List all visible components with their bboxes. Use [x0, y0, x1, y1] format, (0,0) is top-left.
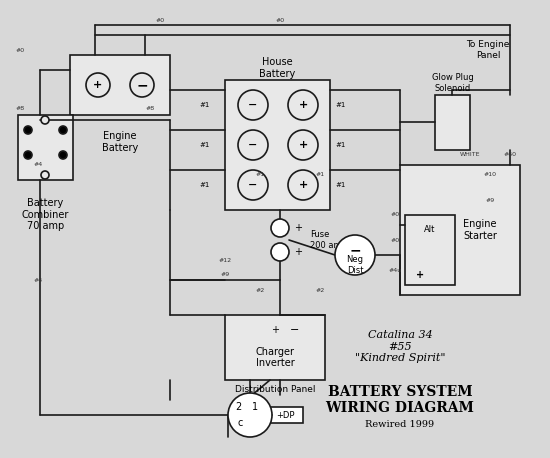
Text: #0: #0: [390, 213, 399, 218]
Text: #1: #1: [200, 182, 210, 188]
Circle shape: [24, 126, 32, 134]
Text: +: +: [294, 247, 302, 257]
Text: +: +: [294, 223, 302, 233]
Text: #4u: #4u: [388, 267, 401, 273]
Bar: [18, 115, 73, 180]
Text: −: −: [349, 243, 361, 257]
Text: Fuse
200 amp: Fuse 200 amp: [310, 230, 347, 250]
Text: #2: #2: [255, 288, 265, 293]
Circle shape: [288, 130, 318, 160]
Text: −: −: [248, 140, 258, 150]
Circle shape: [288, 90, 318, 120]
Text: #1: #1: [255, 173, 265, 178]
Text: #1: #1: [335, 102, 345, 108]
Circle shape: [24, 151, 32, 159]
Circle shape: [238, 170, 268, 200]
Circle shape: [59, 126, 67, 134]
Text: #1: #1: [316, 173, 324, 178]
Text: #0: #0: [390, 238, 399, 242]
Text: +: +: [94, 80, 103, 90]
Circle shape: [271, 243, 289, 261]
Circle shape: [228, 393, 272, 437]
Text: #60: #60: [503, 153, 516, 158]
Circle shape: [86, 73, 110, 97]
Circle shape: [335, 235, 375, 275]
Circle shape: [288, 170, 318, 200]
Text: #4: #4: [34, 278, 43, 283]
Bar: [225, 80, 330, 210]
Text: #0: #0: [156, 17, 164, 22]
Text: #9: #9: [221, 273, 230, 278]
Text: −: −: [248, 180, 258, 190]
Circle shape: [130, 73, 154, 97]
Text: #1: #1: [200, 102, 210, 108]
Text: To Engine
Panel: To Engine Panel: [466, 40, 510, 60]
Circle shape: [41, 171, 49, 179]
Bar: [435, 95, 470, 150]
Text: Battery
Combiner
70 amp: Battery Combiner 70 amp: [22, 198, 69, 231]
Text: #10: #10: [483, 173, 497, 178]
Text: −: −: [248, 100, 258, 110]
Text: +: +: [416, 270, 424, 280]
Bar: [70, 55, 170, 115]
Text: Rewired 1999: Rewired 1999: [365, 420, 435, 429]
Text: Alt: Alt: [424, 225, 436, 234]
Text: 1: 1: [252, 402, 258, 412]
Text: Charger
Inverter: Charger Inverter: [256, 347, 294, 368]
Text: +: +: [298, 100, 307, 110]
Bar: [225, 315, 325, 380]
Text: #1: #1: [335, 182, 345, 188]
Circle shape: [41, 116, 49, 124]
Text: #0: #0: [276, 17, 284, 22]
Circle shape: [238, 90, 268, 120]
Text: #12: #12: [218, 257, 232, 262]
Text: #4: #4: [34, 163, 43, 168]
Text: +: +: [271, 325, 279, 335]
Text: #9: #9: [485, 197, 494, 202]
Text: −: −: [136, 78, 148, 92]
Text: −: −: [290, 325, 300, 335]
Text: WHITE: WHITE: [460, 153, 480, 158]
Text: Catalina 34
#55
"Kindred Spirit": Catalina 34 #55 "Kindred Spirit": [355, 330, 446, 363]
Text: +DP: +DP: [276, 410, 294, 420]
Text: #8: #8: [15, 105, 25, 110]
Text: Engine
Starter: Engine Starter: [463, 219, 497, 241]
Bar: [400, 165, 520, 295]
Text: #2: #2: [315, 288, 324, 293]
Bar: [268, 407, 303, 423]
Text: #1: #1: [335, 142, 345, 148]
Text: House
Battery: House Battery: [260, 57, 296, 79]
Circle shape: [59, 151, 67, 159]
Text: BATTERY SYSTEM
WIRING DIAGRAM: BATTERY SYSTEM WIRING DIAGRAM: [326, 385, 475, 415]
Circle shape: [238, 130, 268, 160]
Text: c: c: [237, 418, 243, 428]
Text: Distribution Panel: Distribution Panel: [235, 386, 315, 394]
Circle shape: [271, 219, 289, 237]
Text: #8: #8: [145, 105, 155, 110]
Text: +: +: [298, 180, 307, 190]
Text: Glow Plug
Solenoid: Glow Plug Solenoid: [432, 73, 474, 93]
Text: Engine
Battery: Engine Battery: [102, 131, 138, 153]
Bar: [405, 215, 455, 285]
Text: #1: #1: [200, 142, 210, 148]
Text: +: +: [298, 140, 307, 150]
Text: Neg
Dist: Neg Dist: [346, 255, 364, 275]
Text: #0: #0: [15, 48, 25, 53]
Text: 2: 2: [235, 402, 241, 412]
